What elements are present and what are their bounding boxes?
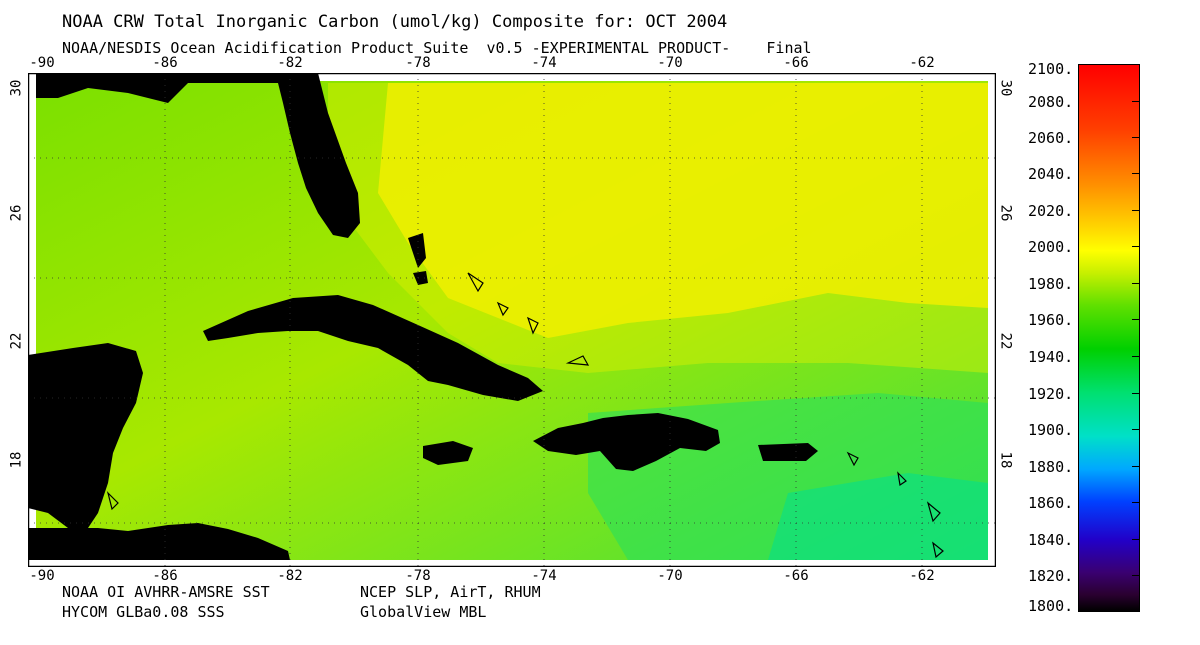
land-central-america	[28, 523, 290, 560]
credit-ncep: NCEP SLP, AirT, RHUM	[360, 583, 541, 601]
colorbar-tick	[1132, 246, 1140, 247]
nodata-bottom	[28, 560, 996, 567]
nodata-left	[28, 73, 36, 567]
colorbar-tick	[1132, 466, 1140, 467]
colorbar-label: 2040.	[1028, 165, 1074, 183]
mid-carbon-region	[328, 83, 988, 373]
colorbar-label: 2080.	[1028, 93, 1074, 111]
lat-tick-right: 30	[997, 79, 1014, 97]
lon-tick-top: -62	[909, 55, 935, 71]
land-cuba	[203, 295, 543, 401]
nodata-top	[28, 73, 996, 81]
map-subtitle: NOAA/NESDIS Ocean Acidification Product …	[62, 39, 812, 57]
colorbar-tick	[1132, 283, 1140, 284]
colorbar-label: 2020.	[1028, 202, 1074, 220]
lat-tick-right: 26	[997, 204, 1014, 222]
lower-carbon-region	[768, 473, 988, 560]
lat-tick-right: 22	[997, 332, 1014, 350]
lon-tick-bottom: -82	[277, 568, 303, 584]
graticule	[28, 73, 996, 567]
colorbar-tick	[1132, 393, 1140, 394]
lon-tick-top: -66	[783, 55, 809, 71]
colorbar-label: 1880.	[1028, 458, 1074, 476]
land-puerto-rico	[758, 443, 818, 461]
carbon-map	[28, 73, 996, 567]
island-outlines	[106, 272, 944, 559]
map-title: NOAA CRW Total Inorganic Carbon (umol/kg…	[62, 12, 728, 32]
lon-tick-bottom: -74	[531, 568, 557, 584]
colorbar-tick	[1132, 575, 1140, 576]
colorbar-label: 1920.	[1028, 385, 1074, 403]
lon-tick-bottom: -62	[909, 568, 935, 584]
land-hispaniola	[533, 413, 720, 471]
lat-tick-right: 18	[997, 451, 1014, 469]
colorbar-tick	[1132, 101, 1140, 102]
colorbar-label: 1800.	[1028, 597, 1074, 615]
colorbar-tick	[1132, 210, 1140, 211]
lon-tick-top: -90	[29, 55, 55, 71]
lat-tick-left: 22	[8, 332, 25, 350]
lon-tick-bottom: -86	[152, 568, 178, 584]
colorbar-label: 1980.	[1028, 275, 1074, 293]
land-jamaica	[423, 441, 473, 465]
land-yucatan	[28, 343, 143, 528]
colorbar-label: 2060.	[1028, 129, 1074, 147]
nodata-right	[988, 73, 996, 567]
land-us-gulf-coast	[28, 73, 278, 103]
colorbar-label: 1940.	[1028, 348, 1074, 366]
colorbar-label: 1860.	[1028, 494, 1074, 512]
lat-tick-left: 30	[8, 79, 25, 97]
lat-tick-left: 18	[8, 451, 25, 469]
colorbar-tick	[1132, 356, 1140, 357]
lon-tick-bottom: -78	[405, 568, 431, 584]
lon-tick-top: -86	[152, 55, 178, 71]
lon-tick-top: -70	[657, 55, 683, 71]
colorbar-tick	[1132, 502, 1140, 503]
lon-tick-top: -82	[277, 55, 303, 71]
colorbar-tick	[1132, 173, 1140, 174]
colorbar-label: 1840.	[1028, 531, 1074, 549]
lon-tick-bottom: -90	[29, 568, 55, 584]
lon-tick-bottom: -66	[783, 568, 809, 584]
lon-tick-bottom: -70	[657, 568, 683, 584]
colorbar-tick	[1132, 137, 1140, 138]
credit-sss: HYCOM GLBa0.08 SSS	[62, 603, 225, 621]
credit-sst: NOAA OI AVHRR-AMSRE SST	[62, 583, 270, 601]
colorbar-label: 2000.	[1028, 238, 1074, 256]
high-carbon-region	[378, 83, 988, 338]
colorbar-label: 2100.	[1028, 60, 1074, 78]
colorbar-tick	[1132, 539, 1140, 540]
land-florida	[278, 73, 360, 238]
lat-tick-left: 26	[8, 204, 25, 222]
colorbar-tick	[1132, 429, 1140, 430]
map-border	[28, 73, 996, 567]
colorbar-tick	[1132, 319, 1140, 320]
lon-tick-top: -78	[405, 55, 431, 71]
color-scale-bar	[1078, 64, 1140, 612]
colorbar-label: 1960.	[1028, 311, 1074, 329]
lon-tick-top: -74	[531, 55, 557, 71]
colorbar-label: 1900.	[1028, 421, 1074, 439]
colorbar-label: 1820.	[1028, 567, 1074, 585]
credit-globalview: GlobalView MBL	[360, 603, 487, 621]
